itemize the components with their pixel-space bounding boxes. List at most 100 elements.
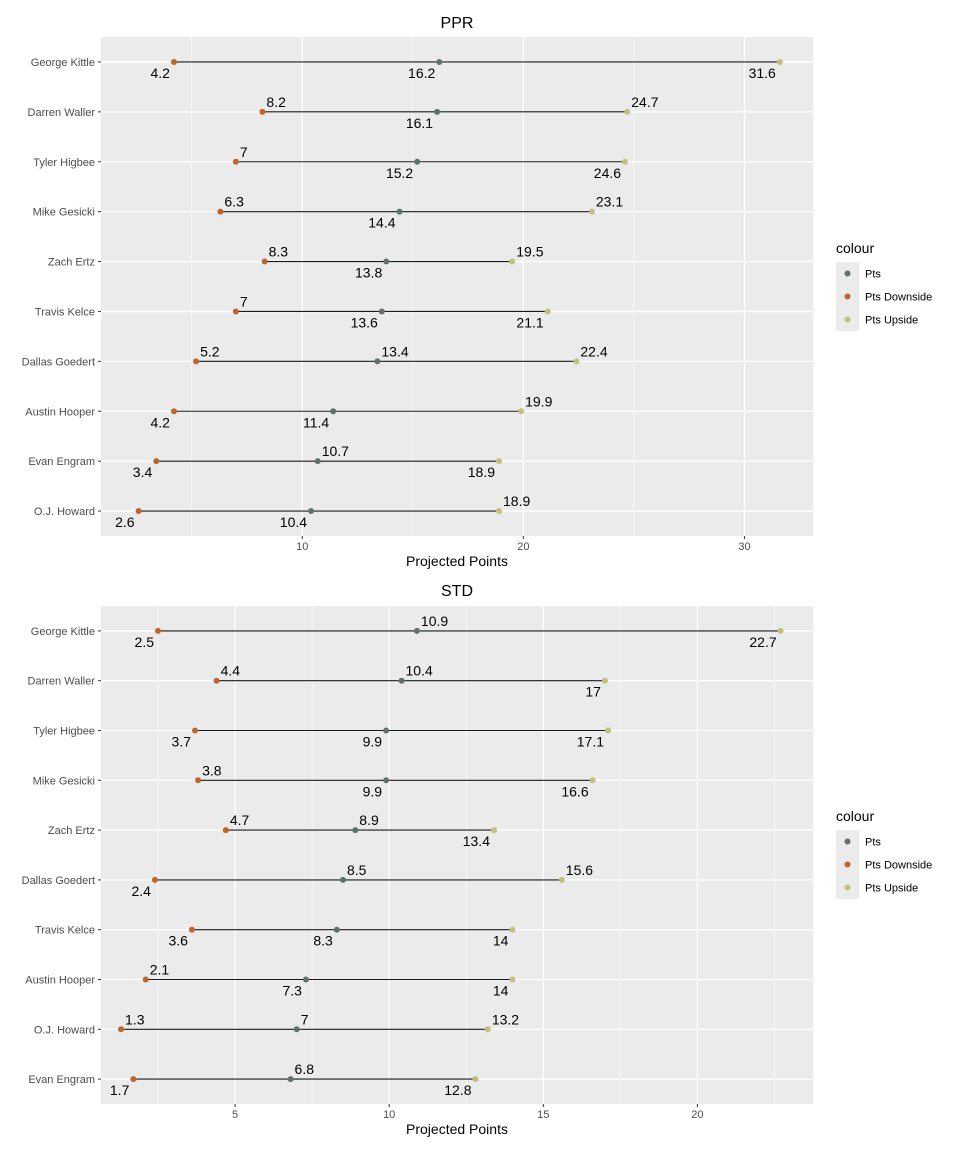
data-label-pts-downside-george-kittle: 2.5 xyxy=(135,634,155,650)
data-label-pts-evan-engram: 10.7 xyxy=(322,443,349,459)
data-label-pts-upside-o-j-howard: 13.2 xyxy=(492,1011,519,1027)
plot-background xyxy=(101,37,813,536)
data-label-pts-downside-zach-ertz: 8.3 xyxy=(269,244,289,260)
point-pts-upside-o-j-howard xyxy=(484,1026,491,1033)
data-label-pts-upside-zach-ertz: 19.5 xyxy=(516,244,543,260)
y-tick-label-dallas-goedert: Dallas Goedert xyxy=(22,875,95,887)
data-label-pts-upside-tyler-higbee: 17.1 xyxy=(577,734,604,750)
plot-background xyxy=(101,606,813,1104)
point-pts-evan-engram xyxy=(314,458,321,465)
y-tick-label-austin-hooper: Austin Hooper xyxy=(25,975,95,987)
data-label-pts-downside-tyler-higbee: 7 xyxy=(240,144,248,160)
data-label-pts-george-kittle: 16.2 xyxy=(408,65,435,81)
x-axis: 10 20 30 xyxy=(296,536,751,553)
y-tick-label-darren-waller: Darren Waller xyxy=(28,107,96,119)
point-pts-upside-mike-gesicki xyxy=(589,777,596,784)
data-label-pts-downside-evan-engram: 3.4 xyxy=(133,464,153,480)
legend-label-pts-downside: Pts Downside xyxy=(865,292,932,304)
point-pts-downside-george-kittle xyxy=(155,627,162,634)
point-pts-upside-evan-engram xyxy=(496,458,503,465)
legend: colour Pts Pts Downside Pts Upside xyxy=(836,808,932,899)
point-pts-mike-gesicki xyxy=(396,208,403,215)
legend-swatch-pts-upside xyxy=(844,884,851,891)
y-axis: George Kittle Darren Waller Tyler Higbee Mi… xyxy=(22,626,101,1086)
data-label-pts-downside-george-kittle: 4.2 xyxy=(151,65,171,81)
legend: colour Pts Pts Downside Pts Upside xyxy=(836,240,932,331)
point-pts-upside-travis-kelce xyxy=(544,308,551,315)
y-tick-label-tyler-higbee: Tyler Higbee xyxy=(33,157,95,169)
data-label-pts-downside-tyler-higbee: 3.7 xyxy=(172,734,192,750)
data-label-pts-downside-dallas-goedert: 2.4 xyxy=(131,883,151,899)
y-tick-label-austin-hooper: Austin Hooper xyxy=(25,406,95,418)
x-axis-label: Projected Points xyxy=(406,1121,508,1137)
legend-title: colour xyxy=(836,240,874,256)
data-label-pts-darren-waller: 10.4 xyxy=(406,663,433,679)
point-pts-upside-george-kittle xyxy=(777,627,784,634)
y-tick-label-george-kittle: George Kittle xyxy=(31,57,95,69)
x-axis: 5 10 15 20 xyxy=(232,1104,704,1121)
data-label-pts-upside-darren-waller: 17 xyxy=(585,684,601,700)
major-gridlines xyxy=(234,606,699,1104)
point-pts-upside-austin-hooper xyxy=(509,976,516,983)
data-label-pts-downside-austin-hooper: 4.2 xyxy=(151,414,171,430)
point-pts-tyler-higbee xyxy=(414,158,421,165)
point-pts-downside-travis-kelce xyxy=(188,926,195,933)
data-label-pts-upside-austin-hooper: 19.9 xyxy=(525,393,552,409)
point-pts-downside-austin-hooper xyxy=(142,976,149,983)
y-tick-label-tyler-higbee: Tyler Higbee xyxy=(33,726,95,738)
y-axis: George Kittle Darren Waller Tyler Higbee Mi… xyxy=(22,57,101,518)
y-tick-label-travis-kelce: Travis Kelce xyxy=(35,925,95,937)
data-label-pts-downside-travis-kelce: 7 xyxy=(240,293,248,309)
point-pts-downside-travis-kelce xyxy=(232,308,239,315)
data-label-pts-downside-evan-engram: 1.7 xyxy=(110,1082,130,1098)
y-tick-label-zach-ertz: Zach Ertz xyxy=(48,257,95,269)
data-label-pts-downside-mike-gesicki: 6.3 xyxy=(224,194,244,210)
y-tick-label-zach-ertz: Zach Ertz xyxy=(48,825,95,837)
data-label-pts-downside-travis-kelce: 3.6 xyxy=(168,933,188,949)
major-gridlines xyxy=(301,37,746,536)
points xyxy=(135,58,783,515)
x-tick-label: 30 xyxy=(738,541,750,553)
point-pts-upside-darren-waller xyxy=(601,677,608,684)
data-label-pts-upside-evan-engram: 18.9 xyxy=(468,464,495,480)
point-pts-zach-ertz xyxy=(383,258,390,265)
data-label-pts-upside-mike-gesicki: 16.6 xyxy=(561,783,588,799)
point-pts-downside-mike-gesicki xyxy=(195,777,202,784)
points xyxy=(118,627,784,1083)
data-label-pts-upside-george-kittle: 31.6 xyxy=(749,65,776,81)
data-label-pts-o-j-howard: 10.4 xyxy=(280,514,307,530)
point-pts-george-kittle xyxy=(413,627,420,634)
point-pts-downside-o-j-howard xyxy=(135,508,142,515)
point-pts-evan-engram xyxy=(287,1076,294,1083)
point-pts-zach-ertz xyxy=(352,827,359,834)
legend-label-pts-downside: Pts Downside xyxy=(865,860,932,872)
data-label-pts-downside-zach-ertz: 4.7 xyxy=(230,812,250,828)
data-label-pts-dallas-goedert: 13.4 xyxy=(381,343,408,359)
data-label-pts-austin-hooper: 7.3 xyxy=(283,983,303,999)
point-pts-upside-dallas-goedert xyxy=(558,876,565,883)
point-pts-downside-evan-engram xyxy=(153,458,160,465)
point-pts-downside-austin-hooper xyxy=(170,408,177,415)
data-label-pts-downside-o-j-howard: 2.6 xyxy=(115,514,135,530)
data-label-pts-upside-travis-kelce: 21.1 xyxy=(516,314,543,330)
y-tick-label-darren-waller: Darren Waller xyxy=(28,676,96,688)
x-tick-label: 20 xyxy=(691,1109,703,1121)
x-tick-label: 5 xyxy=(232,1109,238,1121)
legend-swatch-pts-downside xyxy=(844,293,851,300)
y-tick-label-george-kittle: George Kittle xyxy=(31,626,95,638)
point-pts-upside-tyler-higbee xyxy=(605,727,612,734)
point-pts-downside-zach-ertz xyxy=(222,827,229,834)
data-label-pts-dallas-goedert: 8.5 xyxy=(347,862,367,878)
data-label-pts-upside-tyler-higbee: 24.6 xyxy=(594,165,621,181)
point-pts-mike-gesicki xyxy=(383,777,390,784)
chart-title: PPR xyxy=(441,15,474,32)
point-pts-downside-zach-ertz xyxy=(261,258,268,265)
point-pts-darren-waller xyxy=(434,108,441,115)
point-pts-upside-zach-ertz xyxy=(509,258,516,265)
point-pts-downside-tyler-higbee xyxy=(232,158,239,165)
point-pts-upside-evan-engram xyxy=(472,1076,479,1083)
legend-swatch-pts-upside xyxy=(844,316,851,323)
point-pts-austin-hooper xyxy=(302,976,309,983)
point-pts-downside-evan-engram xyxy=(130,1076,137,1083)
